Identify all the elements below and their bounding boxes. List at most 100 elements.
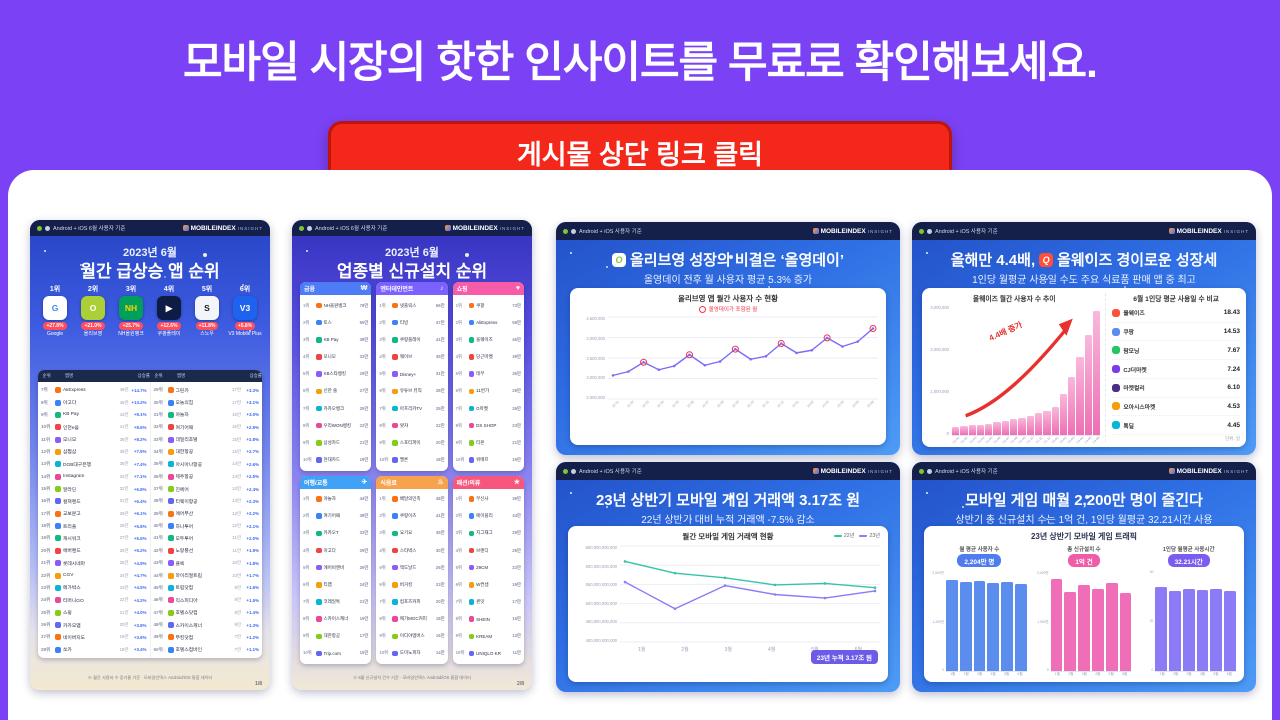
- app-icon: [167, 448, 174, 455]
- app-icon: [392, 457, 398, 463]
- growth-badge: +21.0%: [81, 322, 105, 330]
- card-always-growth[interactable]: Android + iOS 사용자 기준 MOBILEINDEX INSIGHT …: [912, 222, 1256, 455]
- table-row: 48위 스카이스캐너 8만 +1.3%: [153, 622, 259, 629]
- rising-apps-table: 순위 앱명 상승률 순위 앱명 상승률 7위 AliExpress 49만 +14.7%: [38, 370, 262, 658]
- card-title: 23년 상반기 모바일 게임 거래액 3.17조 원: [595, 492, 861, 509]
- list-item: 4위 브랜디 25만: [455, 547, 521, 554]
- mobileindex-mark-icon: [1168, 228, 1175, 234]
- cumulative-badge: 23년 누적 3.17조 원: [810, 650, 878, 664]
- app-icon: G: [43, 296, 67, 320]
- list-item: 6위 유튜브 뮤직 28만: [379, 388, 445, 395]
- app-icon: [468, 496, 475, 502]
- card-game-traffic[interactable]: Android + iOS 사용자 기준 MOBILEINDEX INSIGHT …: [912, 462, 1256, 692]
- list-item: 8위 우리WON뱅킹 22만: [303, 422, 369, 429]
- table-row: 38위 티웨이항공 13만 +2.3%: [153, 498, 259, 505]
- card-subtitle: 1인당 월평균 사용일 수도 주요 식료품 판매 앱 중 최고: [972, 275, 1196, 286]
- cta-label: 게시물 상단 링크 클릭: [516, 139, 764, 170]
- app-icon: [167, 399, 174, 406]
- rank-label: 5위: [201, 286, 213, 293]
- table-row: 8위 아고다 45만 +13.2%: [41, 399, 147, 407]
- table-row: 16위 컬쳐랜드 31만 +6.4%: [41, 498, 147, 505]
- table-row: 50위 호텔스컴바인 7만 +1.1%: [153, 646, 259, 654]
- app-icon: [392, 582, 398, 588]
- value-badge: 1억 건: [1068, 554, 1100, 567]
- top6-item: 2위 O +21.0% 올리브영: [74, 284, 112, 366]
- comparison-row: 쿠팡 14.53: [1112, 323, 1240, 342]
- list-item: 10위 멜론 18만: [379, 456, 445, 463]
- app-icon: [167, 523, 174, 530]
- app-icon: [392, 302, 398, 309]
- app-icon: [392, 564, 398, 571]
- app-icon: [316, 319, 322, 326]
- card-installs-by-category[interactable]: Android + iOS 6월 사용자 기준 MOBILEINDEX INSIG…: [292, 220, 532, 690]
- mobileindex-mark-icon: [182, 225, 189, 231]
- app-icon: [55, 510, 61, 517]
- app-icon: [167, 560, 174, 567]
- app-icon: [468, 371, 475, 377]
- table-row: 27위 네이버지도 19만 +3.6%: [41, 634, 147, 641]
- android-icon: [563, 228, 568, 234]
- list-item: 1위 야놀자 44만: [303, 496, 369, 502]
- always-logo-icon: Q: [1039, 252, 1054, 267]
- app-icon: [1112, 383, 1121, 392]
- table-row: 36위 제주항공 14만 +2.5%: [153, 473, 259, 481]
- sparkle-decoration: [570, 492, 572, 494]
- app-icon: [468, 547, 475, 554]
- app-icon: [392, 371, 398, 377]
- content-panel: Android + iOS 6월 사용자 기준 MOBILEINDEX INSIG…: [8, 170, 1272, 720]
- app-icon: [316, 405, 322, 412]
- card-oliveyoung-growth[interactable]: Android + iOS 사용자 기준 MOBILEINDEX INSIGHT …: [556, 222, 900, 455]
- table-row: 25위 스윙 21만 +4.0%: [41, 609, 147, 617]
- list-item: 5위 KB스타뱅킹 29만: [303, 371, 369, 377]
- table-row: 12위 삼쩜삼 36만 +7.9%: [41, 448, 147, 456]
- table-row: 7위 AliExpress 49만 +14.7%: [41, 387, 147, 394]
- app-icon: [167, 387, 174, 394]
- chart-panel: 23년 상반기 모바일 게임 트래픽 월 평균 사용자 수 2,204만 명 2…: [924, 526, 1244, 682]
- legend-line-icon: [859, 534, 868, 537]
- mobileindex-logo: MOBILEINDEX INSIGHT: [1168, 228, 1249, 235]
- app-icon: [468, 513, 475, 519]
- rank-label: 2위: [87, 286, 99, 293]
- card-monthly-rising-apps[interactable]: Android + iOS 6월 사용자 기준 MOBILEINDEX INSIG…: [30, 220, 270, 690]
- app-name: 쿠팡플레이: [157, 331, 181, 337]
- card-title: 업종별 신규설치 순위: [336, 262, 488, 281]
- always-bar-chart-section: 올웨이즈 월간 사용자 수 추이 3,000,000 2,000,000 1,000…: [928, 293, 1107, 444]
- table-row: 18위 트리플 28만 +5.8%: [41, 523, 147, 530]
- app-icon: [316, 582, 322, 588]
- list-item: 3위 KB Pay 38만: [303, 336, 369, 343]
- app-icon: [167, 535, 174, 542]
- rank-label: 4위: [163, 286, 175, 293]
- y-axis-labels: 4,500,000 4,000,000 3,500,000 3,000,000 2,50…: [586, 316, 605, 400]
- app-icon: [392, 616, 398, 622]
- app-icon: [55, 498, 61, 505]
- app-icon: [468, 564, 475, 571]
- table-row: 23위 메가박스 23만 +4.5%: [41, 584, 147, 592]
- comparison-row: 올웨이즈 18.43: [1112, 304, 1240, 323]
- list-item: 8위 스카이스캐너 19만: [303, 616, 369, 622]
- list-item: 3위 지그재그 29만: [455, 530, 521, 537]
- table-row: 11위 모니모 38만 +8.2%: [41, 436, 147, 444]
- list-item: 3위 요기요 35만: [379, 530, 445, 537]
- chart-legend: 올영데이가 포함된 월: [578, 305, 878, 313]
- list-item: 2위 여기어때 38만: [303, 513, 369, 519]
- app-icon: [1112, 402, 1121, 411]
- finance-icon: ₩: [360, 285, 368, 292]
- list-item: 8위 DS SHOP 23만: [455, 422, 521, 429]
- list-item: 10위 위메프 19만: [455, 456, 521, 463]
- list-item: 9위 삼성카드 21만: [303, 439, 369, 446]
- app-icon: [55, 473, 61, 480]
- x-axis-labels: 22.01 22.02 22.03 22.04 22.05 22.06 22.07 22.08…: [611, 399, 875, 409]
- card-game-gmv[interactable]: Android + iOS 사용자 기준 MOBILEINDEX INSIGHT …: [556, 462, 900, 692]
- app-icon: [316, 513, 322, 519]
- sparkle-decoration: [926, 252, 928, 254]
- table-row: 13위 DGB대구은행 35만 +7.4%: [41, 461, 147, 468]
- apple-icon: [307, 225, 312, 231]
- mobileindex-mark-icon: [444, 225, 451, 231]
- app-icon: [316, 496, 322, 502]
- comparison-row: 마켓컬리 6.10: [1112, 379, 1240, 398]
- apple-icon: [45, 225, 50, 231]
- panel-title: 23년 상반기 모바일 게임 트래픽: [1030, 532, 1138, 541]
- app-icon: [392, 530, 398, 537]
- list-item: 4위 스타벅스 30만: [379, 547, 445, 554]
